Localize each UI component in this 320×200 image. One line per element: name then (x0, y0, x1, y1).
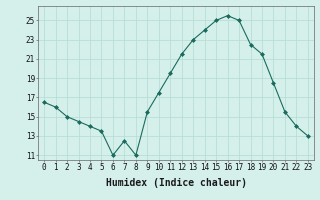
X-axis label: Humidex (Indice chaleur): Humidex (Indice chaleur) (106, 178, 246, 188)
